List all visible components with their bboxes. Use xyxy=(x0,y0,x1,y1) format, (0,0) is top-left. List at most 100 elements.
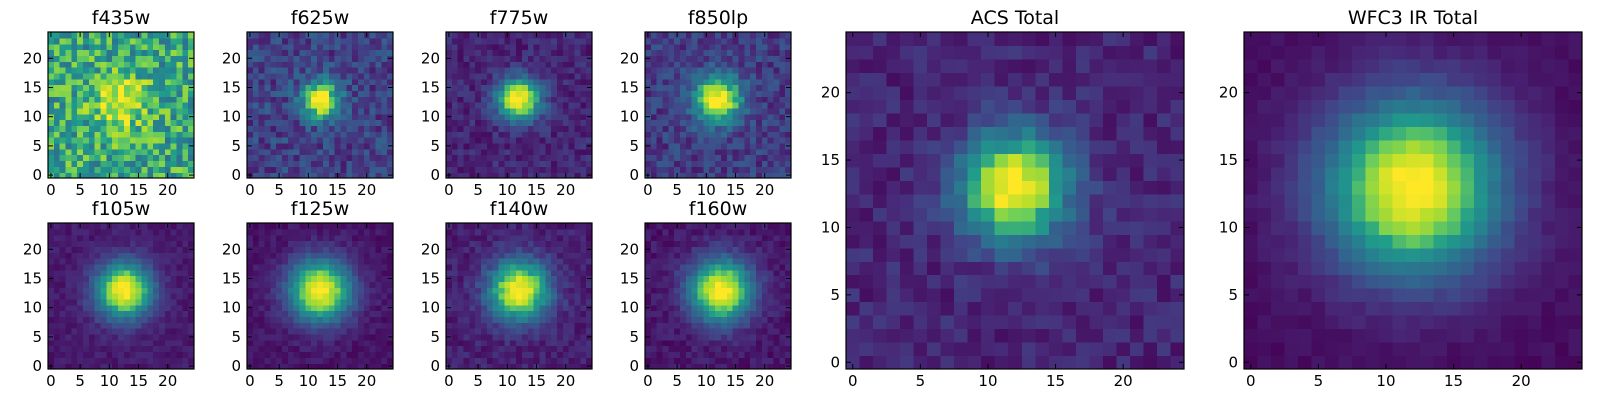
heatmap-cell xyxy=(170,32,178,39)
y-tick-label: 10 xyxy=(23,299,42,317)
heatmap-cell xyxy=(697,142,704,150)
heatmap-cell xyxy=(481,67,488,74)
heatmap-cell xyxy=(656,84,664,91)
heatmap-cell xyxy=(188,119,195,127)
heatmap-cell xyxy=(381,322,388,329)
heatmap-cell xyxy=(328,339,336,347)
heatmap-cell xyxy=(322,84,330,91)
heatmap-cell xyxy=(773,148,780,156)
heatmap-cell xyxy=(59,166,67,173)
heatmap-cell xyxy=(112,113,119,121)
heatmap-cell xyxy=(158,172,166,179)
heatmap-cell xyxy=(446,281,453,288)
heatmap-cell xyxy=(498,293,505,300)
heatmap-cell xyxy=(71,119,78,127)
heatmap-cell xyxy=(486,172,494,179)
heatmap-cell xyxy=(112,131,119,138)
heatmap-cell xyxy=(158,148,166,156)
heatmap-cell xyxy=(258,357,266,364)
heatmap-cell xyxy=(516,240,523,247)
heatmap-cell xyxy=(680,287,687,294)
heatmap-cell xyxy=(299,333,306,341)
heatmap-cell xyxy=(481,119,488,127)
heatmap-cell xyxy=(720,55,728,62)
heatmap-cell xyxy=(100,258,107,265)
heatmap-cell xyxy=(533,137,541,144)
heatmap-cell xyxy=(539,78,546,86)
heatmap-cell xyxy=(680,49,687,56)
heatmap-cell xyxy=(276,246,283,253)
heatmap-cell xyxy=(112,55,119,62)
heatmap-cell xyxy=(481,154,488,162)
heatmap-cell xyxy=(299,172,306,179)
heatmap-cell xyxy=(53,131,61,138)
heatmap-cell xyxy=(88,72,96,80)
heatmap-cell xyxy=(381,84,388,91)
heatmap-cell xyxy=(586,252,593,259)
heatmap-cell xyxy=(556,37,564,45)
heatmap-cell xyxy=(580,316,587,323)
x-tick-label: 5 xyxy=(672,181,682,199)
heatmap-cells xyxy=(247,223,394,370)
heatmap-cell xyxy=(668,160,675,167)
heatmap-cell xyxy=(773,154,780,162)
heatmap-cell xyxy=(293,90,301,97)
heatmap-cell xyxy=(492,142,500,150)
heatmap-cell xyxy=(123,154,131,162)
heatmap-cell xyxy=(340,90,347,97)
heatmap-cell xyxy=(516,345,523,353)
heatmap-cell xyxy=(668,49,675,56)
heatmap-cell xyxy=(767,287,775,294)
heatmap-cell xyxy=(328,269,336,277)
heatmap-cell xyxy=(311,107,318,115)
y-tick-label: 10 xyxy=(421,108,440,126)
heatmap-cell xyxy=(580,96,587,103)
heatmap-cell xyxy=(65,351,72,358)
heatmap-cell xyxy=(521,172,529,179)
x-tick-label: 20 xyxy=(755,181,774,199)
heatmap-cell xyxy=(738,351,745,358)
heatmap-cell xyxy=(732,148,740,156)
heatmap-cell xyxy=(381,37,388,45)
heatmap-cell xyxy=(516,228,523,236)
heatmap-cell xyxy=(299,125,306,132)
heatmap-cell xyxy=(498,339,505,347)
heatmap-cell xyxy=(674,119,681,127)
heatmap-cell xyxy=(726,293,734,300)
heatmap-cell xyxy=(129,37,137,45)
heatmap-cell xyxy=(504,154,511,162)
heatmap-cell xyxy=(88,310,96,318)
heatmap-cell xyxy=(475,137,482,144)
heatmap-cell xyxy=(153,333,160,341)
heatmap-cell xyxy=(48,322,55,329)
heatmap-cell xyxy=(738,96,745,103)
heatmap-cell xyxy=(580,363,587,370)
heatmap-cell xyxy=(317,293,324,300)
heatmap-cell xyxy=(258,304,266,312)
heatmap-cell xyxy=(340,61,347,68)
heatmap-cell xyxy=(556,78,564,86)
heatmap-cell xyxy=(94,339,102,347)
heatmap-cell xyxy=(328,166,336,173)
heatmap-cell xyxy=(135,240,143,247)
heatmap-cell xyxy=(188,263,195,271)
heatmap-cell xyxy=(164,281,172,288)
heatmap-cell xyxy=(539,37,546,45)
heatmap-cell xyxy=(738,322,745,329)
heatmap-cell xyxy=(574,298,581,306)
heatmap-cell xyxy=(334,131,342,138)
heatmap-cell xyxy=(715,328,722,335)
heatmap-cell xyxy=(258,246,266,253)
heatmap-cell xyxy=(586,119,593,127)
heatmap-cell xyxy=(118,119,125,127)
heatmap-cell xyxy=(469,61,476,68)
heatmap-cell xyxy=(53,142,61,150)
heatmap-cell xyxy=(744,363,751,370)
heatmap-cell xyxy=(446,137,453,144)
heatmap-cell xyxy=(112,107,119,115)
heatmap-cell xyxy=(100,72,107,80)
heatmap-cell xyxy=(299,304,306,312)
heatmap-cell xyxy=(112,119,119,127)
heatmap-cell xyxy=(674,61,681,68)
heatmap-cell xyxy=(387,269,394,277)
